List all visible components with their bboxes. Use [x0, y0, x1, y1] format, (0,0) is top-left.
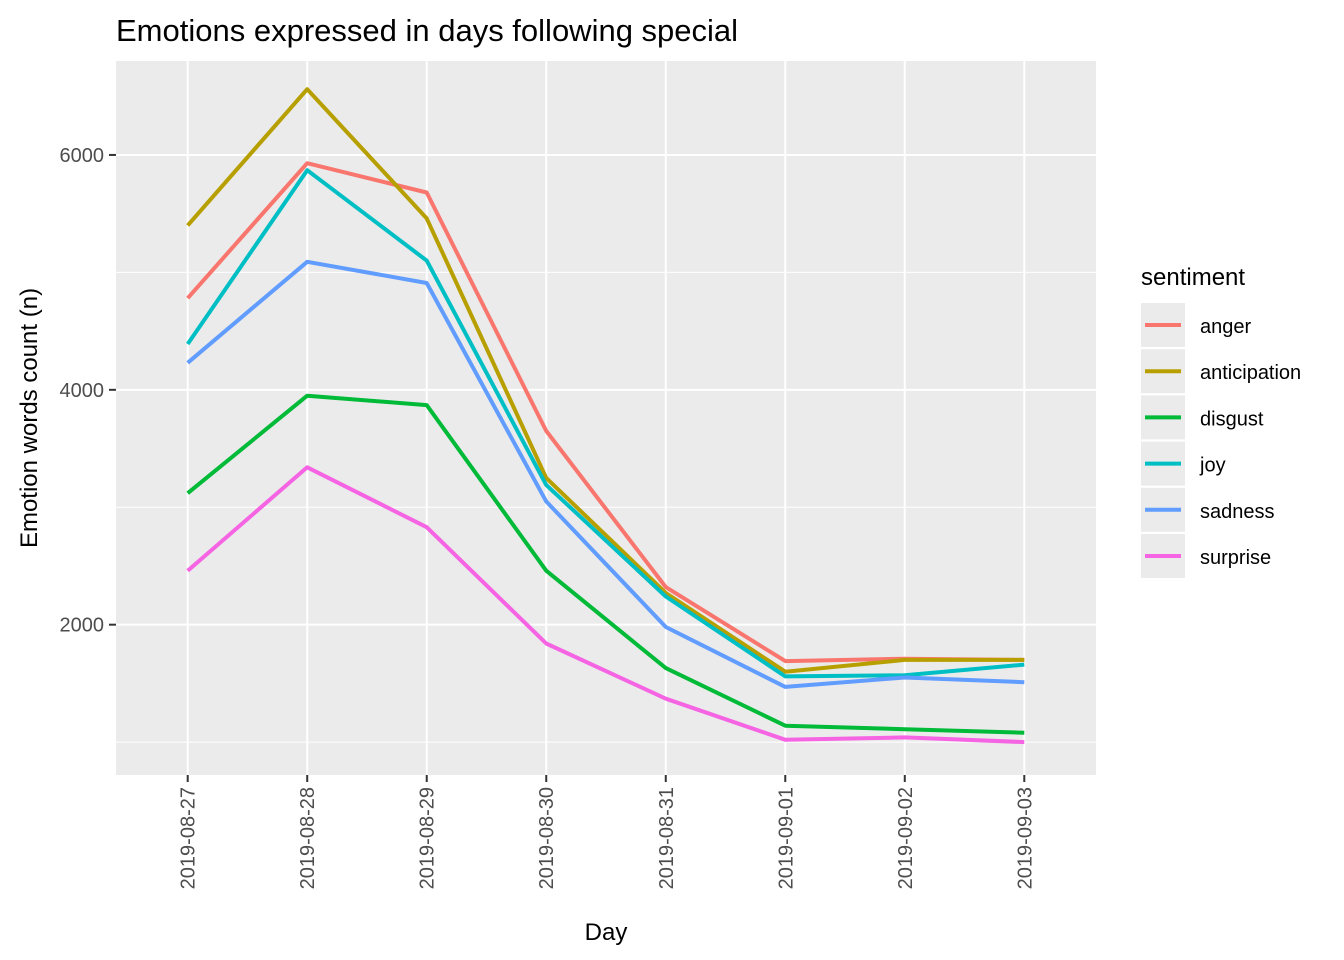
- series-line-disgust: [186, 393, 1025, 735]
- legend-label-disgust: disgust: [1200, 408, 1264, 430]
- plot-panel: [116, 61, 1096, 775]
- legend-item-anticipation: anticipation: [1141, 349, 1301, 394]
- x-tick-label-1: 2019-08-28: [297, 787, 319, 889]
- legend-label-surprise: surprise: [1200, 547, 1271, 569]
- legend-item-anger: anger: [1141, 303, 1251, 347]
- x-axis: 2019-08-27 2019-08-28 2019-08-29 2019-08-30…: [178, 775, 1036, 889]
- legend: sentiment anger anticipation disgust joy sad…: [1141, 264, 1301, 578]
- x-axis-title: Day: [585, 919, 628, 946]
- x-tick-label-4: 2019-08-31: [656, 787, 678, 889]
- series-line-anger: [186, 161, 1025, 664]
- y-tick-label-2: 6000: [60, 145, 105, 167]
- series-line-sadness: [186, 259, 1025, 689]
- legend-item-disgust: disgust: [1141, 395, 1264, 440]
- series-line-joy: [186, 168, 1025, 679]
- x-tick-label-3: 2019-08-30: [536, 787, 558, 889]
- legend-item-surprise: surprise: [1141, 534, 1271, 578]
- legend-label-anticipation: anticipation: [1200, 362, 1301, 384]
- x-tick-label-7: 2019-09-03: [1014, 787, 1036, 889]
- series-lines: [186, 87, 1025, 745]
- x-tick-label-2: 2019-08-29: [417, 787, 439, 889]
- legend-item-sadness: sadness: [1141, 487, 1275, 532]
- y-tick-label-1: 4000: [60, 380, 105, 402]
- x-tick-label-6: 2019-09-02: [895, 787, 917, 889]
- series-line-anticipation: [186, 87, 1025, 674]
- x-tick-label-5: 2019-09-01: [775, 787, 797, 889]
- legend-title: sentiment: [1141, 264, 1245, 291]
- legend-item-joy: joy: [1141, 441, 1226, 486]
- legend-label-joy: joy: [1199, 455, 1226, 477]
- y-axis: 2000 4000 6000: [60, 145, 116, 637]
- legend-label-sadness: sadness: [1200, 501, 1275, 523]
- grid: [116, 61, 1096, 775]
- y-axis-title: Emotion words count (n): [16, 288, 43, 548]
- legend-label-anger: anger: [1200, 316, 1251, 338]
- chart-title: Emotions expressed in days following spe…: [116, 13, 738, 48]
- x-tick-label-0: 2019-08-27: [178, 787, 200, 889]
- series-line-surprise: [186, 465, 1025, 745]
- y-tick-label-0: 2000: [60, 615, 105, 637]
